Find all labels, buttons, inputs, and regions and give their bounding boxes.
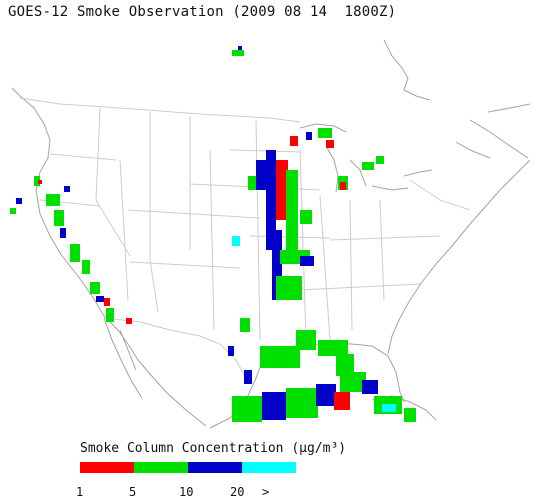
smoke-pixel bbox=[60, 228, 66, 238]
smoke-pixel bbox=[318, 340, 348, 356]
legend-swatch bbox=[188, 462, 242, 473]
smoke-pixel bbox=[64, 186, 70, 192]
map-title: GOES-12 Smoke Observation (2009 08 14 18… bbox=[8, 4, 397, 20]
smoke-pixel bbox=[290, 136, 298, 146]
smoke-pixel bbox=[228, 346, 234, 356]
smoke-pixel bbox=[296, 330, 316, 350]
smoke-pixel bbox=[54, 210, 64, 226]
smoke-pixel bbox=[272, 230, 282, 300]
baja-coastline bbox=[103, 317, 143, 399]
state-line bbox=[299, 149, 385, 341]
smoke-pixel bbox=[362, 380, 378, 394]
smoke-pixel bbox=[96, 296, 104, 302]
legend-tick-label: 1 bbox=[76, 485, 84, 499]
us-canada-border bbox=[19, 97, 301, 123]
us-mexico-border bbox=[103, 317, 247, 379]
state-line bbox=[39, 107, 131, 301]
smoke-pixel bbox=[404, 408, 416, 422]
smoke-pixel bbox=[336, 354, 354, 376]
smoke-pixel bbox=[260, 346, 300, 368]
state-line bbox=[299, 179, 471, 291]
smoke-pixel bbox=[232, 236, 240, 246]
legend-swatch bbox=[80, 462, 134, 473]
legend-tick-label: 5 bbox=[129, 485, 137, 499]
smoke-pixel bbox=[256, 160, 268, 190]
smoke-pixel bbox=[376, 156, 384, 164]
smoke-pixel bbox=[70, 244, 80, 262]
legend-tick-label: 20 bbox=[230, 485, 245, 499]
atlantic-coastline bbox=[387, 159, 531, 355]
great-lakes-outline bbox=[299, 123, 433, 193]
smoke-pixel bbox=[10, 208, 16, 214]
smoke-pixel bbox=[266, 150, 276, 250]
legend-swatch bbox=[134, 462, 188, 473]
smoke-pixel bbox=[126, 318, 132, 324]
legend-swatch bbox=[242, 462, 296, 473]
smoke-pixel bbox=[104, 298, 110, 306]
legend-tick-label: > bbox=[262, 485, 270, 499]
smoke-pixel bbox=[16, 198, 22, 204]
legend-color-bar bbox=[80, 462, 296, 473]
smoke-pixel bbox=[286, 388, 318, 418]
smoke-pixel bbox=[232, 50, 244, 56]
legend-title: Smoke Column Concentration (μg/m³) bbox=[80, 441, 347, 456]
canada-coastline bbox=[383, 39, 531, 159]
smoke-pixel bbox=[362, 162, 374, 170]
smoke-pixel bbox=[232, 396, 262, 422]
smoke-pixel bbox=[90, 282, 100, 294]
smoke-pixel bbox=[38, 180, 42, 184]
state-line bbox=[149, 112, 215, 331]
smoke-pixel bbox=[382, 404, 396, 412]
smoke-pixel bbox=[300, 210, 312, 224]
smoke-observation-layer bbox=[10, 46, 416, 422]
smoke-pixel bbox=[106, 308, 114, 322]
smoke-pixel bbox=[300, 256, 314, 266]
smoke-pixel bbox=[276, 160, 288, 220]
smoke-pixel bbox=[46, 194, 60, 206]
smoke-pixel bbox=[238, 46, 242, 50]
smoke-pixel bbox=[248, 176, 258, 190]
legend-tick-label: 10 bbox=[179, 485, 194, 499]
smoke-pixel bbox=[340, 372, 366, 392]
pacific-coastline bbox=[11, 87, 207, 427]
smoke-pixel bbox=[34, 176, 40, 186]
state-borders-layer bbox=[19, 97, 471, 379]
smoke-pixel bbox=[286, 170, 298, 260]
smoke-pixel bbox=[326, 140, 334, 148]
smoke-pixel bbox=[244, 370, 252, 384]
smoke-pixel bbox=[262, 392, 286, 420]
smoke-pixel bbox=[316, 384, 336, 406]
smoke-pixel bbox=[276, 276, 302, 300]
smoke-pixel bbox=[340, 182, 346, 190]
smoke-pixel bbox=[240, 318, 250, 332]
smoke-pixel bbox=[306, 132, 312, 140]
smoke-pixel bbox=[82, 260, 90, 274]
smoke-pixel bbox=[334, 392, 350, 410]
smoke-pixel bbox=[318, 128, 332, 138]
